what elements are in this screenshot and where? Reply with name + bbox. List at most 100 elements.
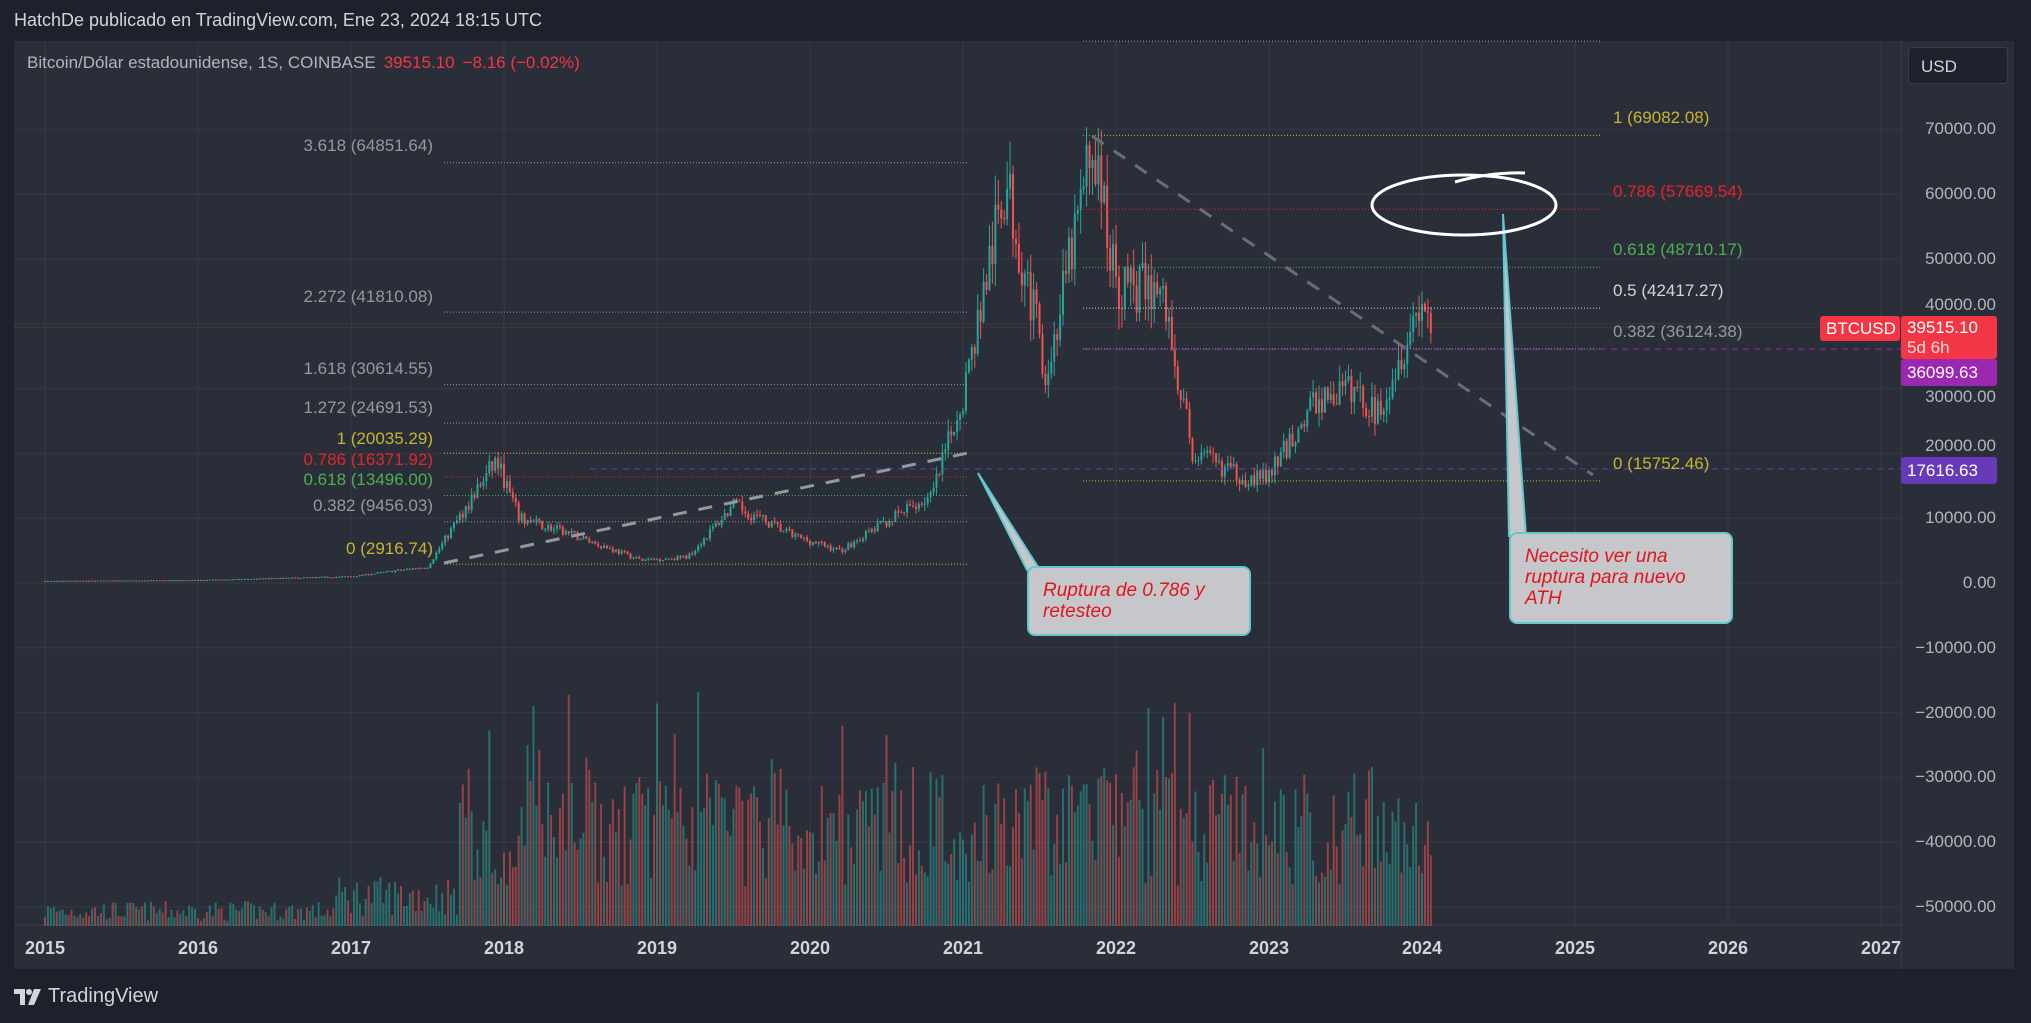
- candle-body: [79, 580, 82, 582]
- volume-bar: [1085, 784, 1088, 926]
- candle-body: [1056, 334, 1059, 340]
- volume-bar: [588, 769, 591, 926]
- volume-bar: [1023, 788, 1026, 926]
- candle-body: [1032, 289, 1035, 321]
- volume-bar: [120, 916, 123, 926]
- volume-bar: [467, 768, 470, 926]
- candle-body: [144, 580, 147, 582]
- volume-bar: [779, 768, 782, 926]
- candle-body: [258, 578, 261, 580]
- volume-bar: [773, 772, 776, 926]
- candle-body: [94, 580, 97, 582]
- candle-body: [685, 555, 688, 559]
- candle-body: [88, 580, 91, 582]
- volume-bar: [164, 901, 167, 926]
- candle-body: [1268, 470, 1270, 483]
- candle-body: [1376, 400, 1379, 424]
- volume-bar: [761, 848, 764, 926]
- volume-bar: [676, 812, 679, 926]
- callout-breakout[interactable]: Ruptura de 0.786 y retesteo: [1027, 566, 1251, 636]
- volume-bar: [1191, 841, 1194, 926]
- candle-body: [1191, 438, 1194, 462]
- volume-bar: [455, 914, 458, 926]
- candle-body: [96, 580, 99, 582]
- candle-body: [864, 531, 867, 539]
- volume-bar: [1400, 872, 1403, 926]
- candle-body: [503, 463, 505, 488]
- volume-bar: [638, 777, 641, 926]
- volume-bar: [658, 781, 661, 926]
- volume-bar: [247, 901, 250, 926]
- candle-body: [717, 523, 720, 526]
- candle-body: [555, 525, 558, 529]
- candle-body: [605, 545, 608, 549]
- callout-pointer: [1502, 213, 1528, 537]
- volume-bar: [1326, 842, 1329, 926]
- volume-bar: [1073, 812, 1076, 926]
- time-axis-label: 2023: [1248, 938, 1290, 958]
- volume-bar: [547, 782, 550, 926]
- volume-bar: [750, 793, 753, 926]
- candle-body: [441, 543, 444, 549]
- volume-bar: [564, 850, 567, 926]
- volume-bar: [1109, 782, 1112, 926]
- volume-bar: [273, 902, 276, 926]
- volume-bar: [906, 882, 909, 926]
- volume-bar: [1338, 883, 1341, 926]
- candle-body: [1162, 285, 1165, 289]
- candle-body: [1344, 380, 1347, 386]
- candle-body: [388, 571, 391, 573]
- candle-body: [55, 580, 58, 582]
- candle-body: [382, 572, 385, 574]
- volume-bar: [847, 814, 850, 926]
- time-axis-label: 2018: [483, 938, 525, 958]
- volume-bar: [376, 881, 379, 926]
- price-axis-label: 50000.00: [1925, 249, 1996, 268]
- volume-bar: [758, 821, 761, 926]
- volume-bar: [623, 786, 626, 926]
- candle-body: [429, 563, 432, 568]
- volume-bar: [520, 806, 523, 926]
- candle-body: [617, 549, 620, 554]
- candle-body: [102, 580, 105, 582]
- candle-body: [1194, 460, 1197, 462]
- candle-body: [358, 574, 361, 577]
- candle-body: [523, 513, 526, 524]
- volume-bar: [270, 907, 273, 926]
- volume-bar: [756, 797, 759, 926]
- candle-body: [585, 536, 588, 539]
- candle-body: [505, 480, 508, 488]
- volume-bar: [620, 885, 623, 926]
- candle-body: [670, 558, 673, 560]
- candle-body: [461, 513, 464, 518]
- volume-bar: [373, 880, 376, 926]
- candle-body: [405, 568, 408, 570]
- symbol-legend: Bitcoin/Dólar estadounidense, 1S, COINBA…: [27, 53, 580, 73]
- volume-bar: [88, 916, 91, 926]
- candle-body: [288, 577, 291, 579]
- fib-level-label: 0.786 (57669.54): [1613, 182, 1743, 202]
- volume-bar: [864, 790, 867, 926]
- callout-ath[interactable]: Necesito ver una ruptura para nuevo ATH: [1509, 532, 1733, 624]
- candle-body: [611, 548, 614, 552]
- currency-button[interactable]: USD: [1908, 47, 2008, 84]
- candle-body: [673, 559, 676, 561]
- candle-body: [1338, 381, 1341, 405]
- volume-bar: [982, 784, 985, 926]
- volume-bar: [1179, 808, 1182, 926]
- candle-body: [756, 514, 759, 516]
- candle-body: [1303, 424, 1306, 427]
- volume-bar: [1238, 853, 1241, 926]
- callout-pointer: [977, 472, 1042, 571]
- volume-bar: [1270, 841, 1273, 926]
- volume-bar: [394, 881, 397, 926]
- volume-bar: [814, 873, 817, 926]
- candle-body: [470, 494, 473, 510]
- candle-body: [644, 559, 647, 561]
- tradingview-logo[interactable]: TradingView: [14, 985, 158, 1008]
- volume-bar: [52, 906, 55, 926]
- candle-body: [238, 578, 241, 580]
- candle-body: [688, 553, 691, 559]
- volume-bar: [656, 703, 658, 926]
- candle-body: [703, 538, 706, 545]
